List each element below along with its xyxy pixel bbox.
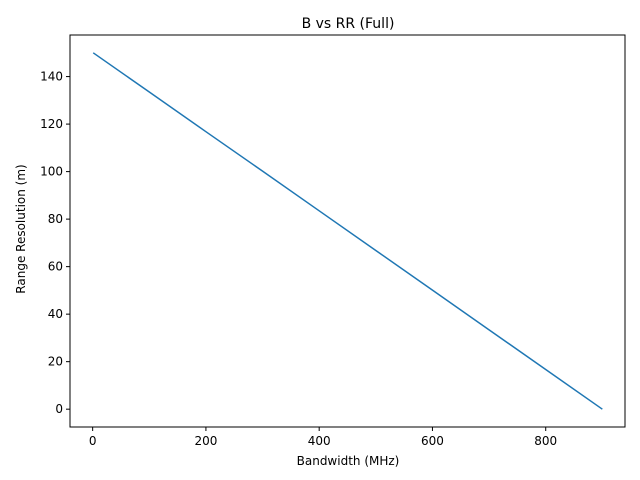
x-tick-label: 200 — [194, 434, 217, 448]
chart-title: B vs RR (Full) — [302, 16, 395, 32]
y-tick-label: 40 — [48, 307, 63, 321]
y-tick-label: 80 — [48, 212, 63, 226]
y-axis-label: Range Resolution (m) — [14, 164, 28, 293]
x-axis-ticks: 0 200 400 600 800 — [89, 427, 557, 448]
plot-frame — [69, 34, 626, 428]
y-tick-label: 140 — [40, 70, 63, 84]
y-tick-label: 0 — [55, 402, 63, 416]
y-tick-label: 60 — [48, 260, 63, 274]
y-tick-label: 100 — [40, 165, 63, 179]
series-line — [92, 52, 603, 410]
y-tick-label: 20 — [48, 355, 63, 369]
y-axis-ticks: 0 20 40 60 80 100 120 140 — [40, 70, 70, 416]
x-tick-label: 400 — [308, 434, 331, 448]
x-tick-label: 600 — [421, 434, 444, 448]
y-tick-label: 120 — [40, 117, 63, 131]
x-axis-label: Bandwidth (MHz) — [297, 454, 400, 468]
series-layer — [92, 52, 603, 410]
x-tick-label: 800 — [534, 434, 557, 448]
x-tick-label: 0 — [89, 434, 97, 448]
